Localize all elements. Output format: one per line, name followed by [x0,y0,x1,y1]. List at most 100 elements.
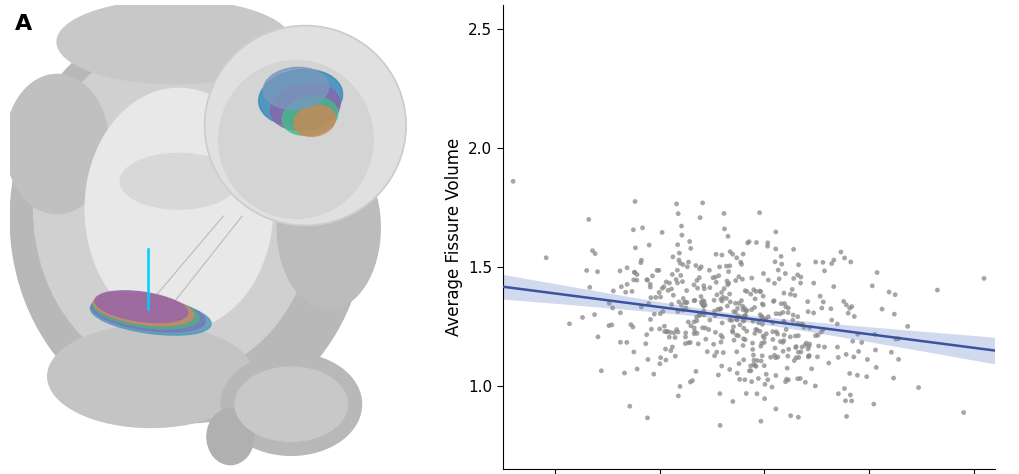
Point [668,279,685,287]
Point [648,266,664,274]
Point [765,351,782,359]
Point [784,286,800,293]
Point [693,298,709,306]
Point [721,298,738,306]
Point [686,328,702,335]
Point [787,343,803,350]
Point [719,233,736,240]
Point [786,292,802,299]
Point [751,311,767,319]
Y-axis label: Average Fissure Volume: Average Fissure Volume [444,138,462,336]
Point [736,317,752,324]
Point [720,290,737,298]
Point [772,300,789,308]
Point [765,297,782,304]
Point [651,360,667,367]
Point [667,276,684,283]
Point [787,344,803,351]
Point [706,273,722,281]
Point [619,264,635,272]
Point [679,263,695,271]
Point [604,304,621,312]
Point [838,351,854,358]
Point [625,323,641,331]
Ellipse shape [34,42,315,376]
Point [712,289,729,296]
Point [660,279,677,287]
Point [710,272,727,280]
Point [706,312,722,319]
Point [669,308,686,315]
Point [768,330,785,338]
Point [757,315,773,323]
Point [619,338,635,346]
Point [844,337,860,345]
Point [674,231,690,239]
Point [743,378,759,385]
Point [661,328,678,336]
Point [728,348,744,356]
Point [692,292,708,300]
Point [955,409,971,416]
Point [735,317,751,325]
Point [684,377,700,384]
Point [822,316,839,324]
Point [713,251,730,259]
Point [742,291,758,298]
Point [745,356,761,364]
Point [677,304,693,312]
Point [757,371,773,378]
Point [695,298,711,305]
Point [586,250,602,257]
Point [975,274,991,282]
Point [738,390,754,397]
Point [928,286,945,294]
Point [794,321,810,328]
Point [738,288,754,295]
Point [656,328,673,335]
Point [843,397,859,405]
Point [632,259,648,266]
Point [796,341,812,349]
Point [638,331,654,338]
Point [678,287,694,294]
Point [691,214,707,221]
Point [657,278,674,286]
Point [828,320,845,328]
Point [658,328,675,335]
Point [753,313,769,321]
Point [711,306,728,313]
Point [706,307,722,315]
Ellipse shape [10,14,366,423]
Point [712,295,729,303]
Point [697,324,713,332]
Point [691,274,707,282]
Ellipse shape [93,294,200,329]
Point [673,301,689,309]
Point [723,327,740,335]
Point [586,311,602,319]
Point [667,326,684,333]
Point [866,346,882,354]
Point [580,216,596,223]
Point [680,318,696,326]
Point [677,333,693,341]
Point [789,375,805,383]
Point [659,287,676,294]
Point [640,241,656,249]
Point [774,337,791,345]
Point [706,352,722,360]
Point [738,307,754,315]
Point [725,308,741,315]
Point [756,316,772,324]
Point [691,265,707,273]
Point [793,320,809,328]
Ellipse shape [259,69,342,126]
Point [645,370,661,378]
Point [695,311,711,319]
Point [687,262,703,269]
Point [672,272,688,279]
Point [884,374,901,382]
Point [899,323,915,330]
Point [792,273,808,281]
